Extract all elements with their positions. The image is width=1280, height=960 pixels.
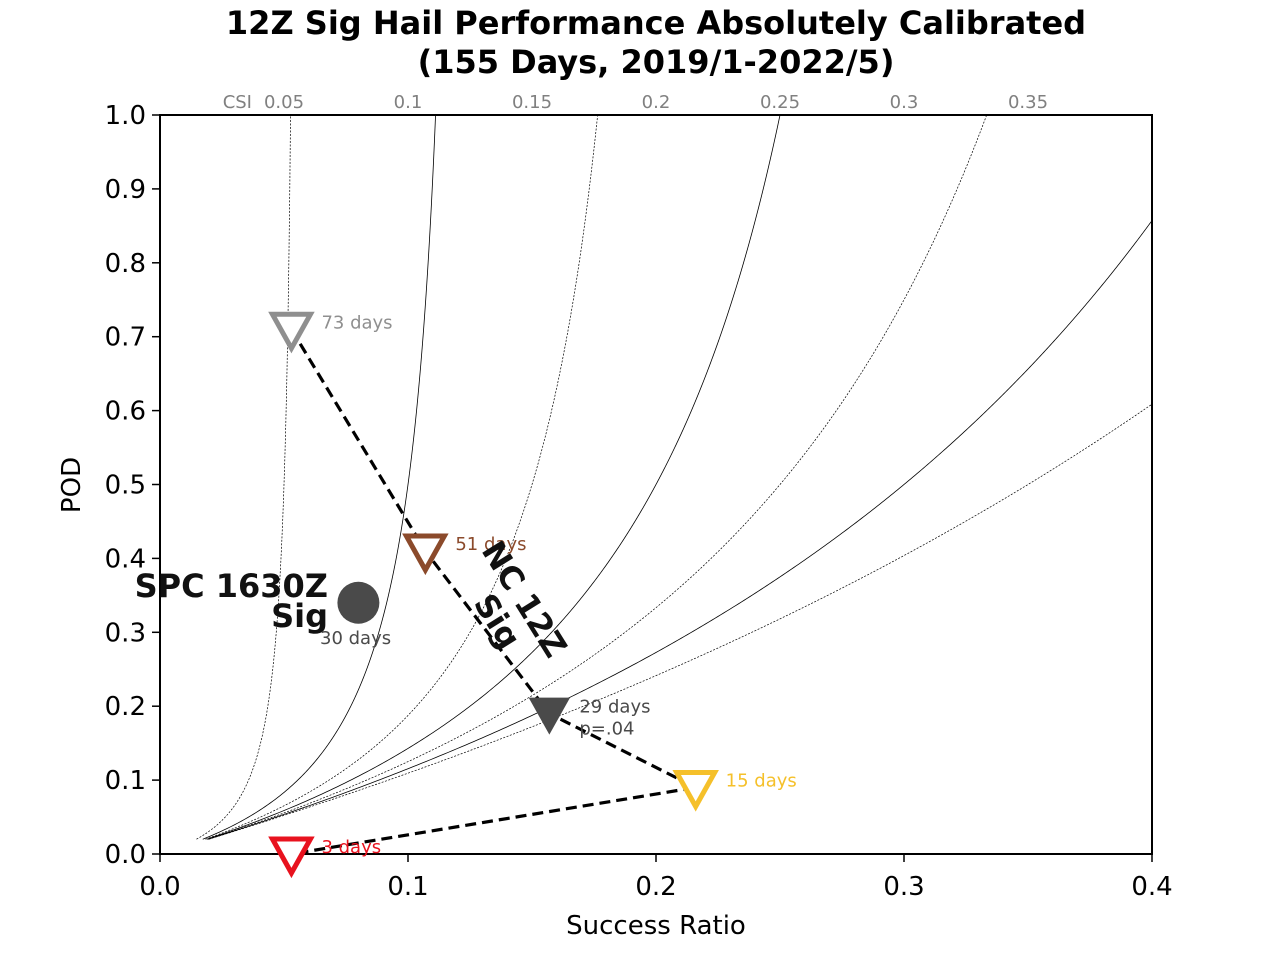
csi-curves — [196, 115, 1152, 840]
data-point-marker — [268, 836, 315, 879]
csi-tick-label: 0.2 — [642, 92, 671, 113]
y-tick-label: 0.3 — [105, 618, 146, 648]
csi-tick-label: 0.25 — [760, 92, 800, 113]
point-days-label: 73 days — [321, 312, 392, 333]
y-tick-label: 0.4 — [105, 544, 146, 574]
point-extra-label: p=.04 — [579, 719, 634, 740]
data-point-marker — [528, 697, 571, 735]
point-days-label: 29 days — [579, 697, 650, 718]
y-tick-label: 1.0 — [105, 101, 146, 131]
csi-curve — [207, 115, 987, 840]
y-tick-label: 0.2 — [105, 692, 146, 722]
x-axis-label: Success Ratio — [566, 911, 746, 941]
x-tick-label: 0.4 — [1131, 872, 1172, 902]
csi-curve — [208, 403, 1152, 840]
data-point-marker — [268, 311, 315, 354]
y-tick-label: 0.7 — [105, 323, 146, 353]
x-tick-label: 0.0 — [139, 872, 180, 902]
y-tick-label: 0.6 — [105, 397, 146, 427]
y-axis-label: POD — [57, 457, 87, 513]
chart-title: 12Z Sig Hail Performance Absolutely Cali… — [226, 4, 1086, 42]
spc-label-line2: Sig — [271, 597, 328, 635]
csi-curve — [206, 115, 781, 840]
x-tick-label: 0.2 — [635, 872, 676, 902]
point-days-label: 3 days — [321, 837, 381, 858]
x-tick-label: 0.3 — [883, 872, 924, 902]
csi-curve — [208, 219, 1152, 840]
point-days-label: 51 days — [455, 534, 526, 555]
csi-tick-label: 0.15 — [512, 92, 552, 113]
data-point-marker — [402, 533, 449, 576]
csi-curve — [202, 115, 436, 840]
chart-subtitle: (155 Days, 2019/1-2022/5) — [418, 43, 895, 81]
csi-curve — [196, 115, 291, 840]
y-tick-label: 0.1 — [105, 766, 146, 796]
spc-days-label: 30 days — [320, 628, 391, 649]
spc-label-line1: SPC 1630Z — [135, 567, 328, 605]
csi-tick-label: 0.3 — [890, 92, 919, 113]
y-tick-label: 0.0 — [105, 840, 146, 870]
y-tick-label: 0.8 — [105, 249, 146, 279]
csi-tick-label: 0.05 — [264, 92, 304, 113]
y-tick-label: 0.5 — [105, 471, 146, 501]
data-point-marker — [672, 769, 719, 812]
x-tick-label: 0.1 — [387, 872, 428, 902]
csi-curve — [205, 115, 598, 840]
csi-tick-labels: 0.05 0.1 0.15 0.2 0.25 0.3 0.35 — [264, 92, 1048, 113]
csi-tick-label: 0.1 — [394, 92, 423, 113]
csi-tick-label: 0.35 — [1008, 92, 1048, 113]
point-days-label: 15 days — [726, 770, 797, 791]
y-tick-label: 0.9 — [105, 175, 146, 205]
csi-axis-label: CSI — [223, 92, 252, 113]
spc-point-marker — [337, 581, 380, 624]
axes: 0.0 0.1 0.2 0.3 0.4 0.5 0.6 0.7 0.8 0.9 1.0 0.0 0.1 0… — [105, 101, 1173, 902]
